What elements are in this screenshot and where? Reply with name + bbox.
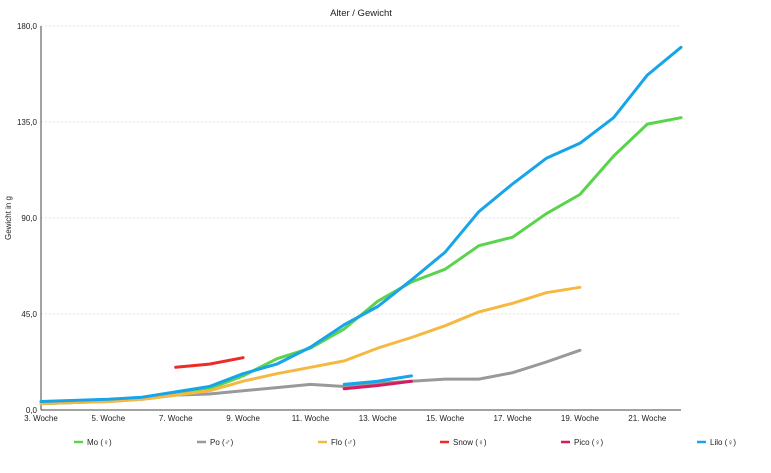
y-tick-label: 90,0	[21, 214, 37, 223]
y-tick-label: 180,0	[17, 22, 38, 31]
x-tick-label: 13. Woche	[359, 414, 398, 423]
series-line-mo	[39, 116, 683, 406]
x-tick-label: 15. Woche	[426, 414, 465, 423]
y-tick-label: 0,0	[26, 406, 38, 415]
legend-label-pico: Pico (♀)	[574, 438, 603, 447]
x-tick-label: 19. Woche	[561, 414, 600, 423]
x-tick-label: 3. Woche	[24, 414, 58, 423]
legend-label-snow: Snow (♀)	[453, 438, 487, 447]
legend-label-lilo: Lilo (♀)	[710, 438, 736, 447]
series-line-lilo-2	[342, 374, 413, 386]
x-tick-label: 21. Woche	[628, 414, 667, 423]
x-tick-label: 7. Woche	[159, 414, 193, 423]
axis-layer: 0,0 45,0 90,0 135,0 180,0 3. Woche 5. Woche 7. …	[17, 22, 681, 423]
x-tick-label: 11. Woche	[292, 414, 330, 423]
legend-label-mo: Mo (♀)	[87, 438, 112, 447]
series-line-po	[39, 348, 582, 406]
legend-label-flo: Flo (♂)	[331, 438, 356, 447]
x-tick-label: 5. Woche	[92, 414, 126, 423]
series-layer	[39, 45, 683, 406]
y-tick-label: 45,0	[21, 310, 37, 319]
chart-title: Alter / Gewicht	[330, 8, 392, 19]
series-line-flo	[39, 285, 582, 406]
y-tick-label: 135,0	[17, 118, 38, 127]
series-line-snow	[174, 356, 245, 369]
x-tick-label: 17. Woche	[494, 414, 533, 423]
grid-layer	[41, 25, 681, 315]
series-line-lilo	[39, 45, 683, 403]
x-tick-label: 9. Woche	[226, 414, 260, 423]
legend-label-po: Po (♂)	[210, 438, 234, 447]
series-line-pico	[342, 379, 413, 391]
y-axis-label: Gewicht in g	[4, 196, 13, 240]
legend: Mo (♀) Po (♂) Flo (♂) Snow (♀) Pico (♀) Lilo …	[74, 438, 736, 447]
